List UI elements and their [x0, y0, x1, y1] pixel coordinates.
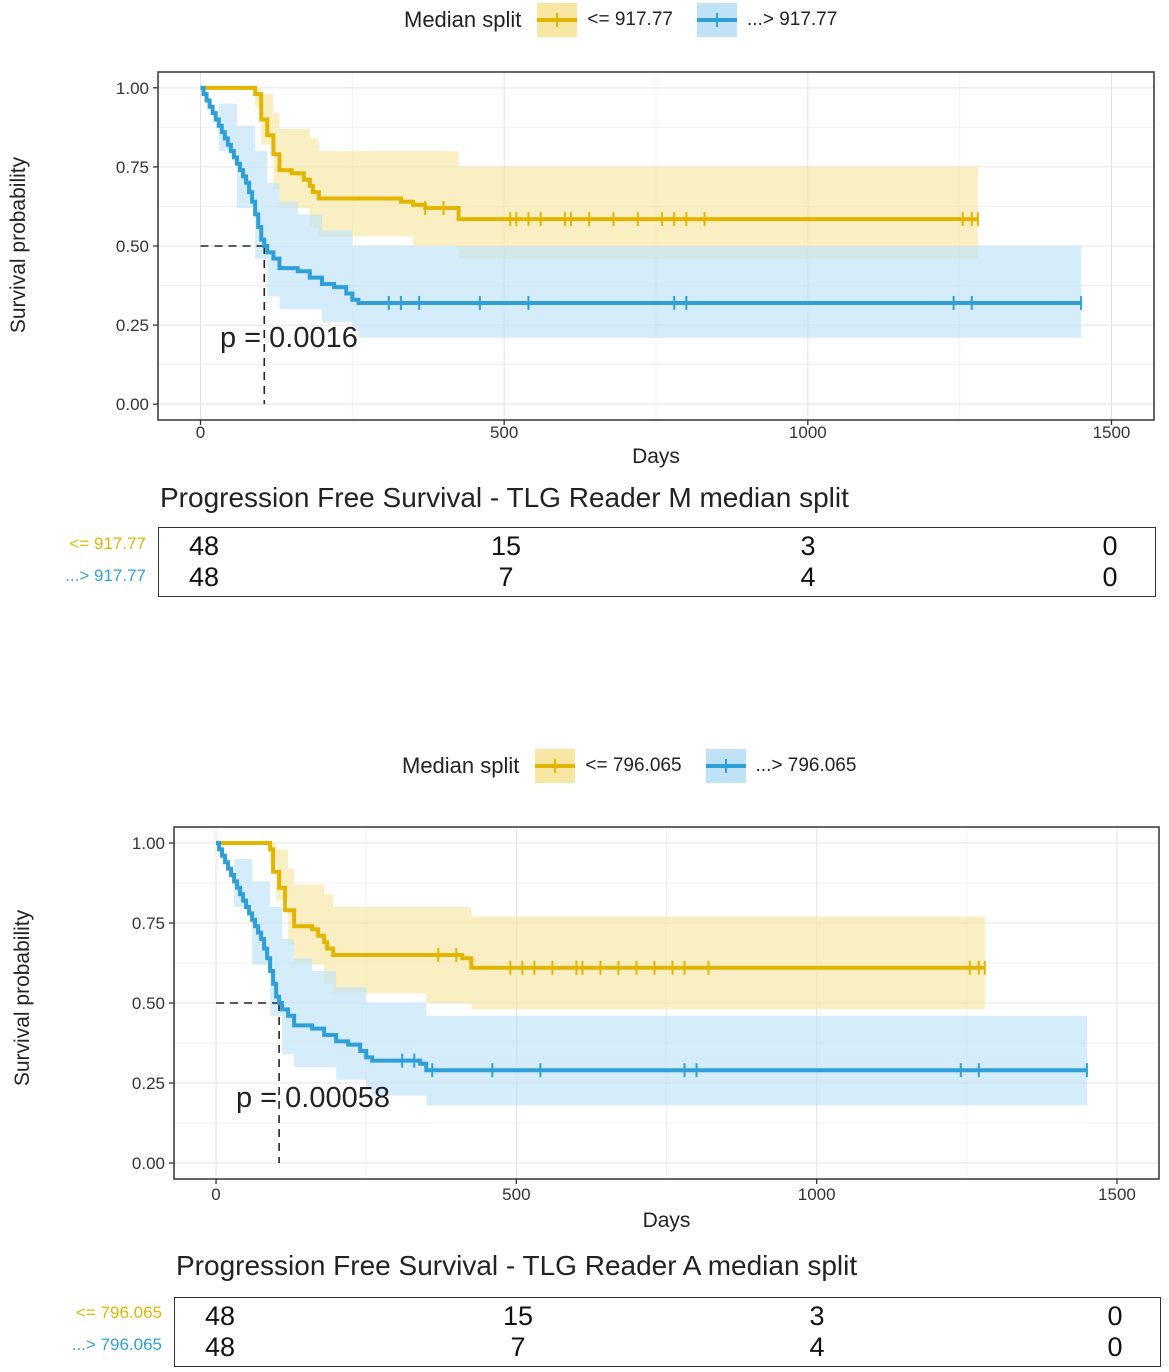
x-tick-label: 500 [490, 423, 518, 442]
y-tick-label: 0.75 [132, 914, 165, 933]
y-tick-label: 0.50 [116, 237, 149, 256]
risk-row-label-high: ...> 917.77 [65, 566, 146, 585]
legend-1: Median split <= 917.77 ...> 917.77 [404, 2, 851, 38]
risk-table-title-2: Progression Free Survival - TLG Reader A… [176, 1250, 858, 1281]
legend-label-low: <= 917.77 [587, 9, 673, 30]
y-tick-label: 1.00 [116, 79, 149, 98]
risk-cell: 4 [800, 562, 816, 592]
confidence-band-0 [200, 87, 978, 259]
risk-cell: 4 [809, 1332, 825, 1362]
legend-2: Median split <= 796.065 ...> 796.065 [402, 748, 870, 784]
risk-cell: 0 [1107, 1332, 1123, 1362]
risk-cell: 7 [510, 1332, 526, 1362]
y-tick-label: 0.25 [132, 1074, 165, 1093]
x-tick-label: 1000 [798, 1185, 836, 1204]
survival-curve-0 [200, 85, 978, 222]
survival-curve-1 [200, 85, 1082, 305]
risk-row-label-low: <= 796.065 [75, 1303, 162, 1322]
p-value-annotation: p = 0.0016 [220, 322, 358, 354]
risk-cell: 0 [1102, 531, 1118, 561]
risk-cell: 48 [204, 1332, 236, 1362]
legend-title: Median split [404, 7, 522, 32]
x-tick-label: 1500 [1098, 1185, 1136, 1204]
km-plot-1: 0.00 0.25 0.50 0.75 1.00 0 500 1000 1500 Days Surv… [7, 71, 1155, 468]
x-axis-title: Days [632, 445, 680, 468]
risk-cell: 48 [188, 531, 220, 561]
risk-cell: 7 [498, 562, 514, 592]
risk-row-label-high: ...> 796.065 [71, 1335, 162, 1354]
y-tick-label: 0.75 [116, 158, 149, 177]
confidence-band-1 [216, 843, 1087, 1106]
y-tick-label: 0.00 [116, 395, 149, 414]
legend-label-high: ...> 917.77 [746, 9, 838, 30]
x-tick-label: 0 [196, 423, 205, 442]
risk-table-2: 48 15 3 0 48 7 4 0 [174, 1297, 1161, 1367]
y-tick-label: 0.00 [132, 1154, 165, 1173]
legend-label-high: ...> 796.065 [755, 755, 857, 776]
risk-cell: 3 [809, 1301, 825, 1331]
x-axis-title: Days [643, 1209, 691, 1232]
risk-cell: 15 [502, 1301, 534, 1331]
x-tick-label: 1500 [1093, 423, 1131, 442]
survival-curve-0 [216, 841, 985, 970]
legend-label-low: <= 796.065 [585, 755, 682, 776]
risk-cell: 48 [188, 562, 220, 592]
risk-cell: 15 [490, 531, 522, 561]
risk-table-title-1: Progression Free Survival - TLG Reader M… [160, 482, 849, 513]
y-axis-title: Survival probability [11, 909, 34, 1086]
legend-title: Median split [402, 753, 520, 778]
x-tick-label: 0 [211, 1185, 220, 1204]
risk-cell: 0 [1102, 562, 1118, 592]
km-plot-2: 0.00 0.25 0.50 0.75 1.00 0 500 1000 1500 Days Surv… [11, 826, 1160, 1232]
risk-table-1: 48 15 3 0 48 7 4 0 [158, 527, 1156, 597]
x-tick-label: 500 [502, 1185, 530, 1204]
legend-key-low-icon [535, 749, 576, 783]
risk-cell: 3 [800, 531, 816, 561]
survival-curve-1 [216, 841, 1087, 1073]
legend-key-low-icon [537, 3, 578, 37]
y-tick-label: 0.50 [132, 994, 165, 1013]
y-tick-label: 1.00 [132, 834, 165, 853]
legend-key-high-icon [696, 3, 737, 37]
p-value-annotation: p = 0.00058 [236, 1082, 390, 1114]
risk-cell: 48 [204, 1301, 236, 1331]
confidence-band-1 [200, 87, 1082, 338]
y-tick-label: 0.25 [116, 316, 149, 335]
risk-cell: 0 [1107, 1301, 1123, 1331]
x-tick-label: 1000 [789, 423, 827, 442]
legend-key-high-icon [705, 749, 746, 783]
risk-row-label-low: <= 917.77 [69, 534, 146, 553]
y-axis-title: Survival probability [7, 156, 30, 333]
